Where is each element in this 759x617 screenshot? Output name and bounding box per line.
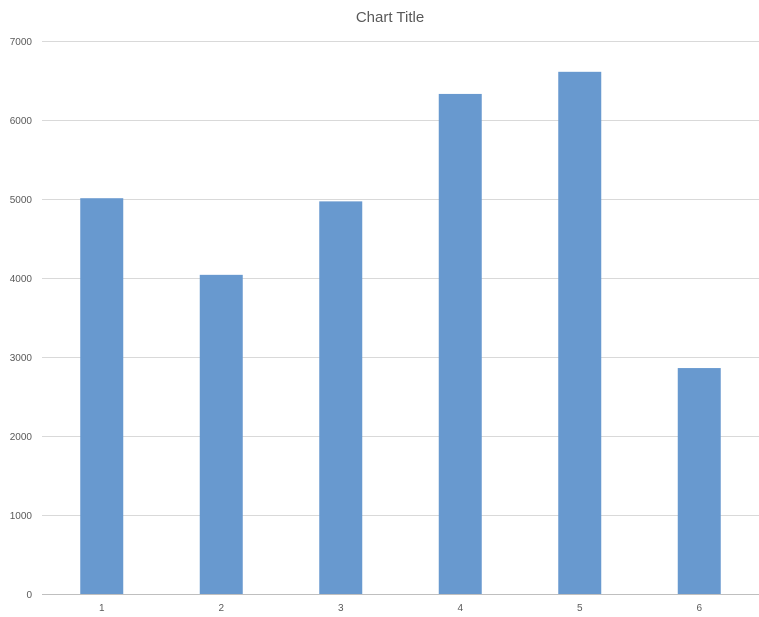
x-tick-label: 2: [218, 603, 224, 614]
y-tick-label: 3000: [10, 353, 33, 364]
bar-2: [199, 274, 243, 594]
x-tick-label: 6: [696, 603, 702, 614]
bars: [80, 71, 721, 595]
bar-3: [319, 201, 363, 594]
bar-5: [558, 71, 602, 594]
chart-title: Chart Title: [356, 9, 424, 26]
y-tick-label: 4000: [10, 274, 33, 285]
x-tick-label: 1: [99, 603, 105, 614]
y-axis-ticks: 0 1000 2000 3000 4000 5000 6000 7000: [10, 37, 33, 601]
bar-6: [677, 368, 721, 594]
y-tick-label: 6000: [10, 116, 33, 127]
gridlines: [42, 41, 759, 595]
y-tick-label: 5000: [10, 195, 33, 206]
x-tick-label: 3: [338, 603, 344, 614]
y-tick-label: 0: [26, 590, 32, 601]
x-tick-label: 4: [457, 603, 463, 614]
y-tick-label: 1000: [10, 511, 33, 522]
bar-4: [438, 93, 482, 595]
x-axis-ticks: 1 2 3 4 5 6: [99, 603, 703, 614]
bar-1: [80, 198, 124, 594]
y-tick-label: 2000: [10, 432, 33, 443]
x-tick-label: 5: [577, 603, 583, 614]
y-tick-label: 7000: [10, 37, 33, 48]
